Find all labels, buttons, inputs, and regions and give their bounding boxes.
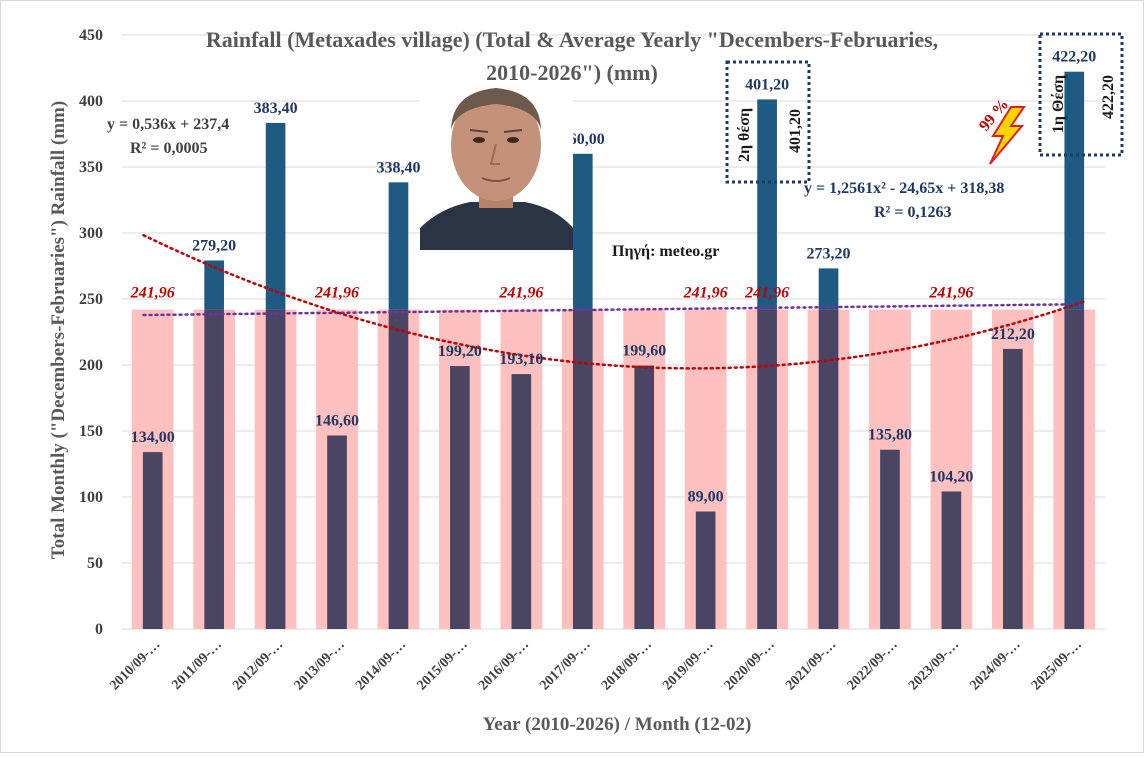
rainfall-bar [511, 374, 532, 629]
chart-title-line-2: 2010-2026") (mm) [486, 60, 658, 85]
rainfall-bar [327, 435, 347, 629]
chart-title-line-1: Rainfall (Metaxades village) (Total & Av… [206, 27, 938, 52]
first-place-label: 1η Θέση [1050, 75, 1067, 133]
value-label: 273,20 [807, 245, 851, 262]
linear-trend-equation: y = 0,536x + 237,4 [107, 116, 229, 133]
rainfall-bar-lower [818, 309, 839, 629]
y-tick-label: 300 [79, 225, 103, 242]
first-place-value: 422,20 [1100, 75, 1117, 119]
value-label: 134,00 [131, 429, 175, 446]
rainfall-bar [880, 449, 900, 629]
source-note: Πηγή: meteo.gr [612, 243, 719, 260]
rainfall-bar-lower [265, 309, 286, 629]
rainfall-bar [634, 365, 655, 629]
average-value-label: 241,96 [744, 285, 789, 302]
rainfall-bar [1064, 71, 1085, 310]
rainfall-bar-lower [572, 309, 593, 629]
linear-trendline [142, 302, 1085, 317]
rainfall-bar-lower [1064, 309, 1085, 629]
value-label: 135,80 [868, 427, 912, 444]
poly-trend-equation: y = 1,2561x² - 24,65x + 318,38 [804, 180, 1004, 197]
average-value-label: 241,96 [683, 285, 728, 302]
value-label: 383,40 [254, 100, 298, 117]
rainfall-bar [388, 182, 409, 310]
average-value-label: 241,96 [498, 285, 543, 302]
rainfall-bar [757, 99, 777, 310]
second-place-value: 401,20 [787, 109, 804, 153]
value-label: 199,20 [438, 343, 482, 360]
rainfall-bar [265, 122, 286, 310]
rainfall-bar [818, 268, 839, 310]
value-label: 146,60 [315, 412, 359, 429]
average-bars [131, 309, 1096, 629]
rainfall-bar [572, 153, 593, 310]
rainfall-bar-lower [204, 309, 224, 629]
average-value-label: 241,96 [314, 285, 359, 302]
average-value-label: 241,96 [130, 285, 175, 302]
y-tick-label: 0 [95, 621, 103, 638]
trendlines [142, 233, 1085, 370]
rainfall-bar-lower [388, 309, 409, 629]
y-tick-label: 100 [79, 489, 103, 506]
y-tick-label: 250 [79, 291, 103, 308]
rainfall-bar [1003, 348, 1023, 629]
second-place-label: 2η θέση [736, 108, 753, 162]
x-axis-title: Year (2010-2026) / Month (12-02) [483, 714, 752, 735]
y-tick-label: 200 [79, 357, 103, 374]
poly-trend-r2: R² = 0,1263 [874, 204, 951, 221]
rainfall-bar-lower [757, 309, 777, 629]
second-place-box [725, 60, 811, 184]
y-tick-label: 450 [79, 27, 103, 44]
rainfall-bar [450, 366, 470, 629]
rainfall-bar [204, 260, 224, 310]
y-tick-label: 350 [79, 159, 103, 176]
y-tick-label: 400 [79, 93, 103, 110]
portrait-photo [420, 86, 573, 250]
average-labels: 241,96 241,96 241,96 241,96 241,96 241,96 [130, 285, 974, 302]
rainfall-bar [142, 452, 163, 629]
value-label: 279,20 [192, 237, 236, 254]
average-value-label: 241,96 [928, 285, 973, 302]
y-axis-title: Total Monthly ("Decembers-Februaries") R… [48, 101, 69, 559]
rainfall-bars [142, 71, 1085, 629]
rainfall-bar [941, 491, 962, 629]
value-label: 212,20 [991, 326, 1035, 343]
y-tick-label: 50 [87, 555, 103, 572]
value-label: 104,20 [929, 468, 973, 485]
value-label: 401,20 [745, 76, 789, 93]
value-label: 193,10 [499, 351, 543, 368]
linear-trend-r2: R² = 0,0005 [130, 140, 207, 157]
y-tick-label: 150 [79, 423, 103, 440]
lightning-bolt-icon [989, 106, 1026, 165]
value-label: 422,20 [1052, 49, 1096, 66]
value-label: 199,60 [622, 343, 666, 360]
value-label: 89,00 [688, 489, 724, 506]
y-tick-labels: 0 50 100 150 200 250 300 350 400 450 [79, 27, 103, 638]
polynomial-trendline [142, 233, 1085, 370]
value-label: 338,40 [376, 159, 420, 176]
rainfall-bar [695, 511, 716, 629]
